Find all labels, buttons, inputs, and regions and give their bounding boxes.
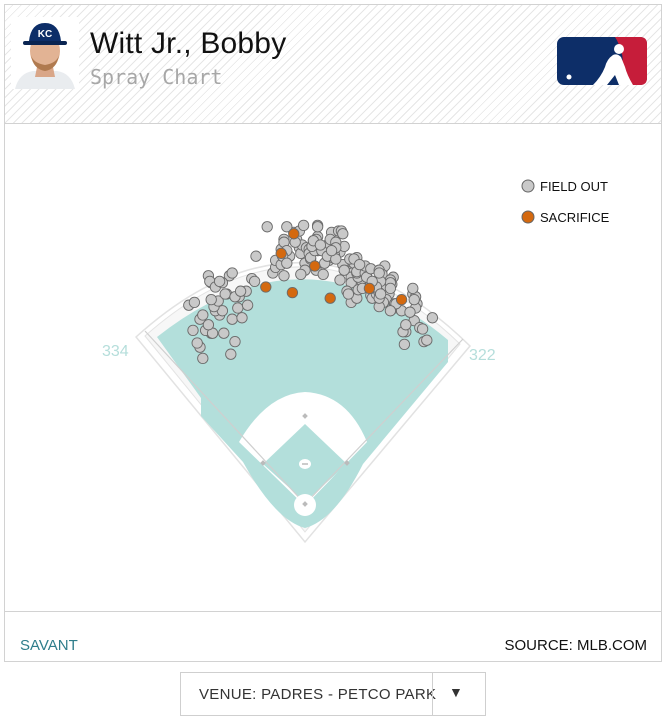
field-out-point — [281, 221, 293, 233]
field-out-point — [334, 274, 346, 286]
sacrifice-point — [260, 281, 272, 293]
left-foul-line — [144, 330, 306, 505]
field-out-point — [229, 335, 241, 348]
field-out-point — [248, 275, 261, 288]
field-out-point — [188, 296, 201, 309]
field-out-point — [374, 288, 387, 300]
venue-select-divider — [432, 673, 433, 715]
field-out-point — [407, 282, 419, 295]
field-out-point — [338, 264, 350, 276]
sacrifice-point — [288, 228, 300, 240]
field-out-point — [384, 305, 397, 317]
field-out-point — [325, 244, 338, 257]
field-out-point — [311, 221, 324, 233]
third-base — [260, 460, 266, 466]
second-base — [302, 413, 308, 419]
field-out-point — [408, 293, 420, 306]
field-out-point — [218, 327, 230, 339]
player-name: Witt Jr., Bobby — [90, 27, 287, 60]
sacrifice-point — [324, 292, 336, 304]
field-out-point — [342, 288, 355, 300]
field-out-point — [317, 268, 329, 281]
field-out-point — [187, 324, 199, 337]
field-out-point — [404, 306, 416, 318]
savant-link[interactable]: SAVANT — [20, 637, 78, 654]
field-out-point — [226, 267, 238, 279]
sacrifice-point — [286, 286, 299, 299]
legend: FIELD OUT SACRIFICE — [521, 179, 610, 225]
field-out-point — [219, 288, 231, 300]
field-out-point — [250, 250, 262, 262]
spray-chart-card: KC Witt Jr., Bobby Spray Chart — [4, 4, 662, 662]
field-out-point — [314, 239, 327, 251]
sacrifice-point — [363, 282, 376, 295]
home-plate — [302, 501, 308, 507]
chart-subtitle: Spray Chart — [90, 65, 223, 89]
pitching-rubber — [302, 463, 308, 465]
right-foul-line — [304, 338, 464, 505]
venue-select-label[interactable]: VENUE: PADRES - PETCO PARK — [199, 686, 437, 703]
field-out-point — [297, 219, 310, 232]
legend-label-field-out: FIELD OUT — [540, 179, 608, 194]
spray-chart: 334 322 FIELD OUT SACRIFICE — [5, 124, 661, 612]
venue-select[interactable]: VENUE: PADRES - PETCO PARK ▼ — [180, 672, 486, 716]
right-field-distance: 322 — [469, 347, 496, 364]
field-out-point — [236, 312, 248, 324]
sacrifice-point — [309, 260, 321, 272]
field-out-point — [278, 270, 290, 282]
field-out-point — [232, 302, 244, 314]
field-out-point — [426, 312, 439, 324]
field-out-point — [384, 282, 397, 295]
chevron-down-icon[interactable]: ▼ — [449, 684, 463, 700]
legend-swatch-field-out — [521, 179, 535, 193]
svg-text:KC: KC — [38, 29, 52, 40]
field-out-point — [225, 348, 237, 360]
field-out-point — [400, 319, 412, 331]
field-out-point — [213, 275, 226, 288]
left-field-distance: 334 — [102, 343, 129, 360]
data-points — [183, 219, 439, 365]
field-out-point — [197, 352, 209, 365]
field-out-point — [295, 268, 307, 281]
field-out-point — [197, 309, 209, 321]
legend-swatch-sacrifice — [521, 210, 535, 224]
spray-chart-svg: 334 322 FIELD OUT SACRIFICE — [102, 179, 610, 544]
sacrifice-point — [395, 293, 408, 306]
field-out-point — [398, 338, 411, 351]
field-out-point — [226, 313, 238, 325]
field-out-point — [205, 293, 217, 306]
source-credit: SOURCE: MLB.COM — [504, 637, 647, 654]
field-out-point — [337, 228, 349, 240]
player-avatar: KC — [11, 17, 79, 89]
mlb-logo — [557, 37, 647, 85]
card-footer: SAVANT SOURCE: MLB.COM — [5, 611, 661, 662]
field-out-point — [191, 337, 203, 349]
legend-label-sacrifice: SACRIFICE — [540, 210, 610, 225]
field-out-point — [234, 285, 247, 297]
field-out-point — [241, 299, 254, 311]
field-out-point — [202, 319, 215, 331]
card-header: KC Witt Jr., Bobby Spray Chart — [5, 5, 661, 124]
field-out-point — [261, 221, 273, 233]
field-out-point — [373, 267, 385, 279]
first-base — [344, 460, 350, 466]
field-out-point — [281, 257, 293, 269]
sacrifice-point — [275, 247, 287, 260]
field-out-point — [353, 258, 366, 271]
field-out-point — [416, 323, 429, 335]
field-out-point — [421, 334, 433, 346]
